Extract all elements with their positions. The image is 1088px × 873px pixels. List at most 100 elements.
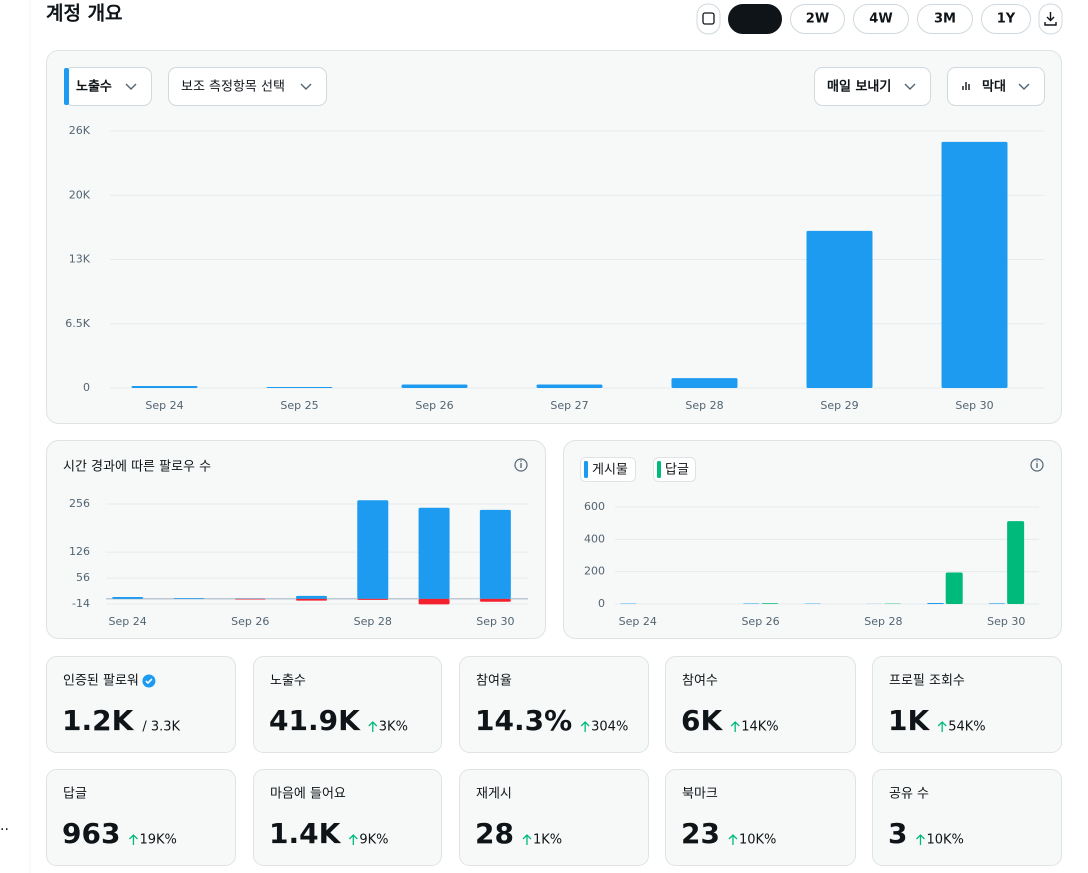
x-tick-label: Sep 30 [955, 399, 993, 412]
y-tick-label: 13K [69, 253, 91, 266]
legend-item[interactable]: 게시물 [580, 457, 636, 482]
range-buttons: 7D 2W 4W 3M 1Y [728, 4, 1031, 34]
stat-card[interactable]: 답글 963 19K% [46, 769, 236, 866]
stat-card[interactable]: 마음에 들어요 1.4K 9K% [253, 769, 442, 866]
range-button[interactable]: 3M [917, 4, 973, 34]
stat-card[interactable]: 공유 수 3 10K% [872, 769, 1062, 866]
bar [479, 509, 511, 599]
card-value: 6K [681, 704, 723, 737]
stat-card[interactable]: 노출수 41.9K 3K% [253, 656, 442, 753]
range-button-bg [853, 4, 909, 34]
verified-check [145, 678, 153, 685]
bar [941, 141, 1008, 388]
range-button-label: 4W [869, 12, 892, 27]
bar [671, 378, 738, 388]
style-dropdown[interactable]: 막대 [947, 67, 1045, 106]
info-icon[interactable] [1030, 458, 1044, 472]
y-tick-label: 56 [76, 571, 90, 584]
bar [173, 598, 205, 599]
card-value: 3 [888, 817, 907, 850]
card-value: 41.9K [269, 704, 361, 737]
x-tick-label: Sep 26 [741, 615, 779, 628]
ellipsis: .. [0, 818, 9, 834]
card-value: 28 [475, 817, 514, 850]
card-bg [872, 656, 1062, 753]
legend-item[interactable]: 답글 [653, 457, 696, 482]
x-tick-label: Sep 30 [476, 615, 514, 628]
download-button[interactable] [1038, 3, 1063, 35]
x-tick-label: Sep 24 [619, 615, 657, 628]
card-value: 1.2K [62, 704, 135, 737]
stat-card[interactable]: 북마크 23 10K% [665, 769, 856, 866]
bar [418, 507, 450, 599]
card-bg [46, 769, 236, 866]
stat-card[interactable]: 참여수 6K 14K% [665, 656, 856, 753]
export-dropdown[interactable]: 매일 보내기 [814, 67, 931, 106]
card-change: 14K% [741, 720, 778, 735]
stat-cards: 인증된 팔로워 1.2K / 3.3K 노출수 41.9K 3K% 참여율 14.3% 304%… [46, 656, 1062, 866]
stat-card[interactable]: 참여율 14.3% 304% [459, 656, 649, 753]
secondary-label: 보조 측정항목 선택 [181, 80, 285, 95]
card-bg [459, 656, 649, 753]
card-label: 인증된 팔로워 [63, 674, 139, 689]
range-button[interactable]: 1Y [981, 4, 1031, 34]
secondary-dropdown[interactable]: 보조 측정항목 선택 [168, 67, 327, 106]
stat-card[interactable]: 재게시 28 1K% [459, 769, 649, 866]
card-label: 노출수 [270, 674, 306, 689]
bar [945, 572, 963, 604]
card-bg [46, 656, 236, 753]
x-tick-label: Sep 27 [550, 399, 588, 412]
y-tick-label: 126 [69, 545, 90, 558]
legend-chip [580, 457, 636, 482]
bar [234, 598, 266, 600]
up-arrow [368, 721, 378, 732]
x-tick-label: Sep 28 [354, 615, 392, 628]
x-tick-label: Sep 26 [415, 399, 453, 412]
card-label: 참여율 [476, 674, 512, 689]
x-tick-label: Sep 30 [987, 615, 1025, 628]
bar [536, 384, 603, 388]
stat-card[interactable]: 인증된 팔로워 1.2K / 3.3K [46, 656, 236, 753]
x-tick-label: Sep 28 [864, 615, 902, 628]
info-icon[interactable] [514, 458, 528, 472]
x-tick-label: Sep 29 [820, 399, 858, 412]
range-button-label: 7D [745, 12, 765, 27]
stat-card[interactable]: 프로필 조회수 1K 54K% [872, 656, 1062, 753]
y-tick-label: 600 [584, 500, 605, 513]
range-button[interactable]: 2W [790, 4, 845, 34]
up-arrow [580, 721, 590, 732]
card-bg [459, 769, 649, 866]
up-arrow [728, 834, 738, 845]
legend-swatch [584, 461, 588, 478]
y-tick-label: 26K [69, 124, 91, 137]
card-change: 3K% [379, 720, 408, 735]
card-bg [665, 656, 856, 753]
bar [112, 596, 144, 599]
card-change: 19K% [139, 833, 176, 848]
legend-chip [653, 457, 696, 482]
card-bg [665, 769, 856, 866]
range-button-label: 3M [934, 12, 956, 27]
calendar-button[interactable] [696, 3, 721, 35]
range-button-label: 2W [806, 12, 829, 27]
range-button-bg [790, 4, 845, 34]
range-button-bg [981, 4, 1031, 34]
bar [357, 500, 389, 599]
card-change: 304% [591, 720, 628, 735]
card-label: 공유 수 [889, 787, 929, 802]
bar [927, 603, 945, 604]
metric-label: 노출수 [76, 79, 112, 95]
y-tick-label: 0 [83, 381, 90, 394]
legend-label: 답글 [665, 463, 689, 478]
bar [296, 595, 327, 599]
metric-dropdown[interactable]: 노출수 [64, 67, 152, 106]
bar [479, 598, 511, 602]
range-button-bg [917, 4, 973, 34]
range-button-bg [728, 4, 782, 34]
card-total: / 3.3K [142, 720, 180, 735]
card-label: 마음에 들어요 [270, 787, 346, 802]
range-button[interactable]: 7D [728, 4, 782, 34]
range-button[interactable]: 4W [853, 4, 909, 34]
y-tick-label: -14 [72, 597, 90, 610]
followers-title: 시간 경과에 따른 팔로우 수 [63, 460, 211, 475]
